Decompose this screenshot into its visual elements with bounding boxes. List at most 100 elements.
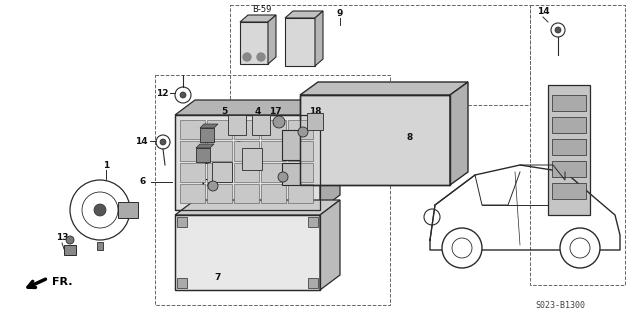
Polygon shape [240,15,276,22]
Circle shape [70,180,130,240]
Bar [548,85,590,215]
Bar [552,139,586,155]
Text: 18: 18 [308,108,321,116]
Text: FR.: FR. [52,277,72,287]
Bar [288,141,313,160]
Bar [207,162,232,182]
Bar [261,184,286,203]
Bar [200,128,214,142]
Circle shape [442,228,482,268]
Bar [282,130,300,160]
Bar [288,120,313,139]
Text: 4: 4 [255,108,261,116]
Polygon shape [300,82,468,95]
Polygon shape [200,124,218,128]
Bar [180,162,205,182]
Bar [552,95,586,111]
Text: 10: 10 [302,13,314,23]
Bar [228,115,246,135]
Bar [261,162,286,182]
Bar [175,115,320,210]
Circle shape [273,116,285,128]
Text: 11: 11 [180,144,192,152]
Bar [240,22,268,64]
Polygon shape [175,100,340,115]
Bar [207,184,232,203]
Bar [230,5,530,105]
Polygon shape [320,100,340,210]
Bar [180,120,205,139]
Bar [300,95,450,185]
Bar [308,278,318,288]
Polygon shape [196,144,214,148]
Circle shape [208,181,218,191]
Text: 17: 17 [198,179,211,188]
Bar [64,245,76,255]
Text: 14: 14 [537,8,549,17]
Circle shape [66,236,74,244]
Bar [155,75,390,305]
Bar [207,141,232,160]
Text: 6: 6 [140,177,146,187]
Bar [177,217,187,227]
Bar [288,162,313,182]
Circle shape [298,127,308,137]
Circle shape [160,139,166,145]
Polygon shape [450,82,468,185]
Text: 5: 5 [221,108,227,116]
Bar [242,148,262,170]
Bar [234,120,259,139]
Text: 11: 11 [184,123,196,132]
Text: 9: 9 [337,9,343,18]
Text: S023-B1300: S023-B1300 [535,301,585,310]
Bar [118,202,138,218]
Bar [552,183,586,199]
Bar [282,163,300,185]
Circle shape [94,204,106,216]
Polygon shape [320,200,340,290]
Bar [180,141,205,160]
Bar [196,148,210,162]
Circle shape [555,27,561,33]
Bar [530,5,625,285]
Text: 1: 1 [103,160,109,169]
Text: B-59: B-59 [252,5,272,14]
Text: BOP-4: BOP-4 [249,16,275,25]
Polygon shape [175,200,340,215]
Bar [552,117,586,133]
Bar [552,161,586,177]
Circle shape [278,172,288,182]
Bar [288,184,313,203]
Polygon shape [285,11,323,18]
Bar [234,184,259,203]
Bar [261,120,286,139]
Polygon shape [268,15,276,64]
Text: 17: 17 [269,108,282,116]
Text: 7: 7 [215,273,221,283]
Bar [177,278,187,288]
Bar [97,242,103,250]
Bar [285,18,315,66]
Bar [234,141,259,160]
Bar [308,217,318,227]
Bar [212,162,232,182]
Text: 3: 3 [204,158,210,167]
Circle shape [243,53,251,61]
Text: 8: 8 [407,133,413,143]
Bar [180,184,205,203]
Text: 16: 16 [272,167,284,176]
Bar [207,120,232,139]
Circle shape [180,92,186,98]
Text: 14: 14 [134,137,147,145]
Bar [175,215,320,290]
Bar [175,215,320,290]
Bar [261,141,286,160]
Text: 2: 2 [235,142,241,151]
Bar [175,115,320,210]
Circle shape [257,53,265,61]
Circle shape [560,228,600,268]
Text: 12: 12 [156,88,168,98]
Bar [307,113,323,130]
Text: 13: 13 [56,234,68,242]
Polygon shape [315,11,323,66]
